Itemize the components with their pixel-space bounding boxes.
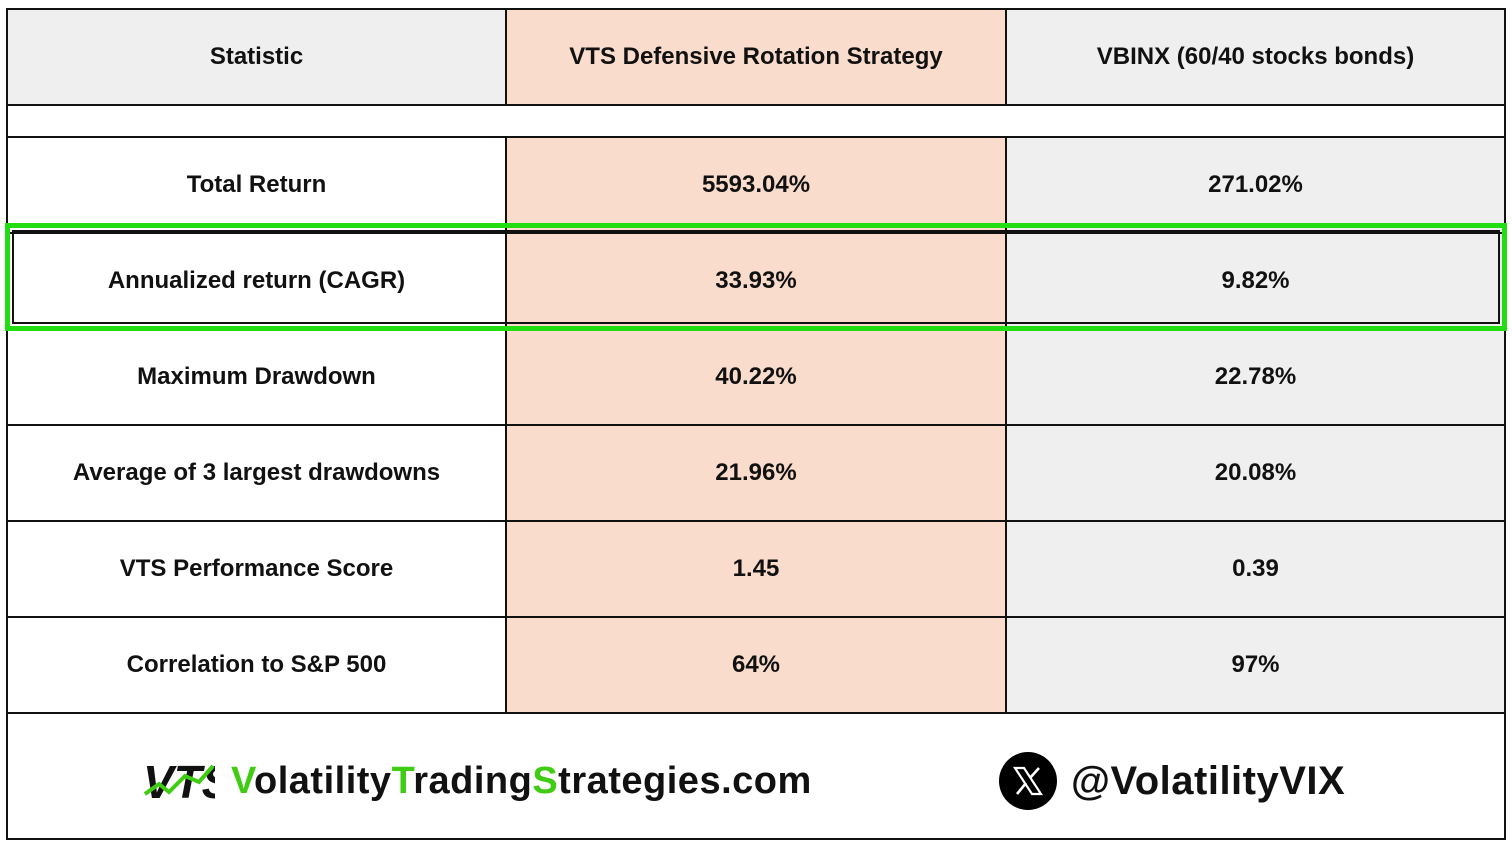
row-vts-value: 21.96%	[507, 426, 1007, 520]
table-row: Correlation to S&P 500 64% 97%	[8, 618, 1504, 714]
row-vbinx-value: 20.08%	[1007, 426, 1504, 520]
row-vbinx-value: 0.39	[1007, 522, 1504, 616]
twitter-handle[interactable]: @VolatilityVIX	[1071, 758, 1346, 803]
table-row: Maximum Drawdown 40.22% 22.78%	[8, 330, 1504, 426]
footer: VTS VolatilityTradingStrategies.com @Vol…	[8, 714, 1504, 838]
row-vts-value: 33.93%	[507, 234, 1007, 328]
row-statistic: VTS Performance Score	[8, 522, 507, 616]
row-vts-value: 5593.04%	[507, 138, 1007, 232]
table-spacer-row	[8, 106, 1504, 138]
vts-logo-icon: VTS	[143, 756, 215, 808]
header-statistic: Statistic	[8, 10, 507, 104]
row-statistic: Total Return	[8, 138, 507, 232]
table-row-highlighted: Annualized return (CAGR) 33.93% 9.82%	[8, 234, 1504, 330]
spacer-cell	[8, 106, 1504, 136]
social-handle[interactable]: @VolatilityVIX	[999, 752, 1345, 810]
row-vts-value: 1.45	[507, 522, 1007, 616]
comparison-table: Statistic VTS Defensive Rotation Strateg…	[6, 8, 1506, 840]
row-vbinx-value: 9.82%	[1007, 234, 1504, 328]
row-statistic: Annualized return (CAGR)	[8, 234, 507, 328]
row-vbinx-value: 22.78%	[1007, 330, 1504, 424]
brand: VTS VolatilityTradingStrategies.com	[141, 754, 812, 808]
row-vts-value: 64%	[507, 618, 1007, 712]
row-vbinx-value: 271.02%	[1007, 138, 1504, 232]
row-vbinx-value: 97%	[1007, 618, 1504, 712]
table-row: VTS Performance Score 1.45 0.39	[8, 522, 1504, 618]
x-logo-icon	[999, 752, 1057, 810]
row-statistic: Correlation to S&P 500	[8, 618, 507, 712]
row-statistic: Average of 3 largest drawdowns	[8, 426, 507, 520]
table-row: Average of 3 largest drawdowns 21.96% 20…	[8, 426, 1504, 522]
row-vts-value: 40.22%	[507, 330, 1007, 424]
header-vts-strategy: VTS Defensive Rotation Strategy	[507, 10, 1007, 104]
table-row: Total Return 5593.04% 271.02%	[8, 138, 1504, 234]
header-vbinx: VBINX (60/40 stocks bonds)	[1007, 10, 1504, 104]
table-header-row: Statistic VTS Defensive Rotation Strateg…	[8, 10, 1504, 106]
website-link[interactable]: VolatilityTradingStrategies.com	[231, 759, 812, 802]
row-statistic: Maximum Drawdown	[8, 330, 507, 424]
